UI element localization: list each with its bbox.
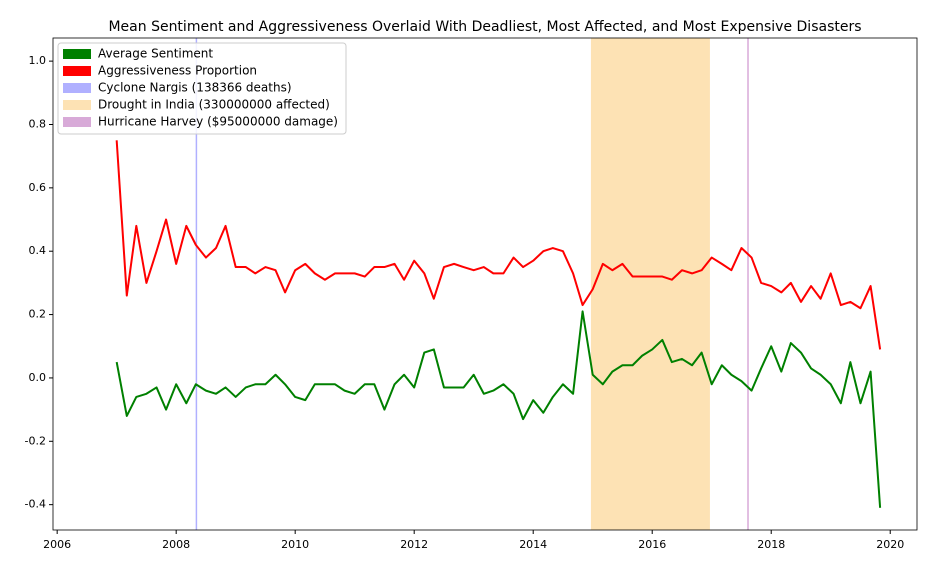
y-tick-label: 1.0 bbox=[29, 54, 47, 67]
legend-box bbox=[57, 42, 347, 135]
y-tick-label: 0.0 bbox=[29, 371, 47, 384]
x-tick-label: 2010 bbox=[281, 538, 309, 551]
legend-swatch bbox=[63, 49, 91, 59]
x-tick-label: 2014 bbox=[519, 538, 547, 551]
legend-swatch bbox=[63, 66, 91, 76]
legend-swatch bbox=[63, 100, 91, 110]
chart-title: Mean Sentiment and Aggressiveness Overla… bbox=[108, 19, 861, 35]
legend-label: Hurricane Harvey ($95000000 damage) bbox=[98, 115, 338, 129]
y-tick-label: -0.2 bbox=[25, 434, 46, 447]
x-tick-label: 2018 bbox=[757, 538, 785, 551]
x-tick-label: 2008 bbox=[162, 538, 190, 551]
legend-swatch bbox=[63, 83, 91, 93]
x-tick-label: 2012 bbox=[400, 538, 428, 551]
x-tick-label: 2020 bbox=[876, 538, 904, 551]
y-tick-label: 0.6 bbox=[29, 181, 47, 194]
x-tick-label: 2016 bbox=[638, 538, 666, 551]
y-tick-label: -0.4 bbox=[25, 498, 46, 511]
y-tick-label: 0.4 bbox=[29, 244, 47, 257]
series-line bbox=[115, 140, 882, 350]
legend-swatch bbox=[63, 117, 91, 127]
y-tick-label: 0.2 bbox=[29, 308, 47, 321]
y-tick-label: 0.8 bbox=[29, 117, 47, 130]
legend: Average Sentiment Aggressiveness Proporti… bbox=[57, 42, 347, 135]
series-line bbox=[115, 310, 882, 508]
legend-label: Drought in India (330000000 affected) bbox=[98, 98, 330, 112]
span bbox=[590, 38, 710, 530]
legend-label: Aggressiveness Proportion bbox=[98, 64, 257, 78]
legend-label: Average Sentiment bbox=[98, 47, 213, 61]
x-tick-label: 2006 bbox=[43, 538, 71, 551]
legend-label: Cyclone Nargis (138366 deaths) bbox=[98, 81, 292, 95]
plot-frame bbox=[52, 37, 918, 531]
